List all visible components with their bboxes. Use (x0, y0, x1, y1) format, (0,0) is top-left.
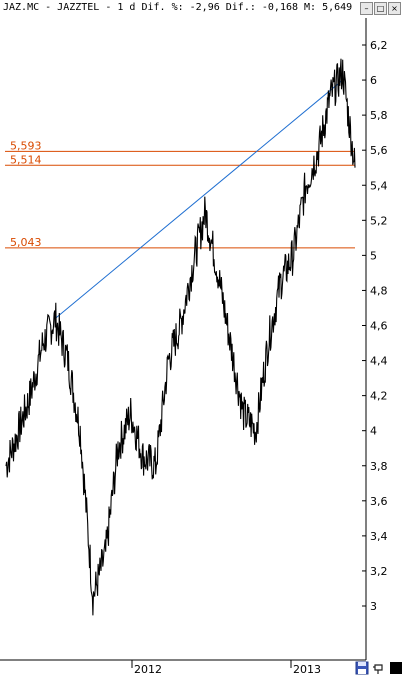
y-tick-label-12: 5,4 (370, 179, 388, 192)
y-tick-label-9: 4,8 (370, 284, 388, 297)
hline-label-1: 5,514 (10, 153, 42, 166)
price-series (5, 58, 356, 616)
y-tick-label-0: 3 (370, 600, 377, 613)
y-tick-label-4: 3,8 (370, 460, 388, 473)
y-tick-label-2: 3,4 (370, 530, 388, 543)
y-tick-label-1: 3,2 (370, 565, 388, 578)
x-tick-label-0: 2012 (134, 663, 162, 676)
y-tick-label-3: 3,6 (370, 495, 388, 508)
trendline-segment (54, 79, 344, 319)
y-axis: 3 3,2 3,4 3,6 3,8 4 4,2 4,4 4,6 4,8 5 5,2 5,4 5,6 5,8 6… (362, 18, 388, 660)
y-tick-label-8: 4,6 (370, 320, 388, 333)
x-tick-label-1: 2013 (293, 663, 321, 676)
y-tick-label-6: 4,2 (370, 390, 388, 403)
color-swatch-icon[interactable] (389, 661, 403, 675)
y-tick-label-15: 6 (370, 74, 377, 87)
price-line (5, 58, 356, 616)
window-buttons: – □ × (360, 2, 401, 15)
y-tick-label-13: 5,6 (370, 144, 388, 157)
y-tick-label-5: 4 (370, 425, 377, 438)
y-tick-label-14: 5,8 (370, 109, 388, 122)
close-button[interactable]: × (388, 2, 401, 15)
chart-toolbar (355, 661, 403, 675)
pin-icon[interactable] (372, 661, 386, 675)
y-tick-label-16: 6,2 (370, 39, 388, 52)
trendline (54, 79, 344, 319)
x-axis: 2012 2013 (0, 659, 366, 676)
y-tick-label-11: 5,2 (370, 214, 388, 227)
save-icon[interactable] (355, 661, 369, 675)
minimize-button[interactable]: – (360, 2, 373, 15)
hline-label-0: 5,593 (10, 139, 42, 152)
y-tick-label-7: 4,4 (370, 355, 388, 368)
hline-label-2: 5,043 (10, 236, 42, 249)
maximize-button[interactable]: □ (374, 2, 387, 15)
chart-header: JAZ.MC - JAZZTEL - 1 d Dif. %: -2,96 Dif… (3, 2, 363, 13)
y-tick-label-10: 5 (370, 249, 377, 262)
